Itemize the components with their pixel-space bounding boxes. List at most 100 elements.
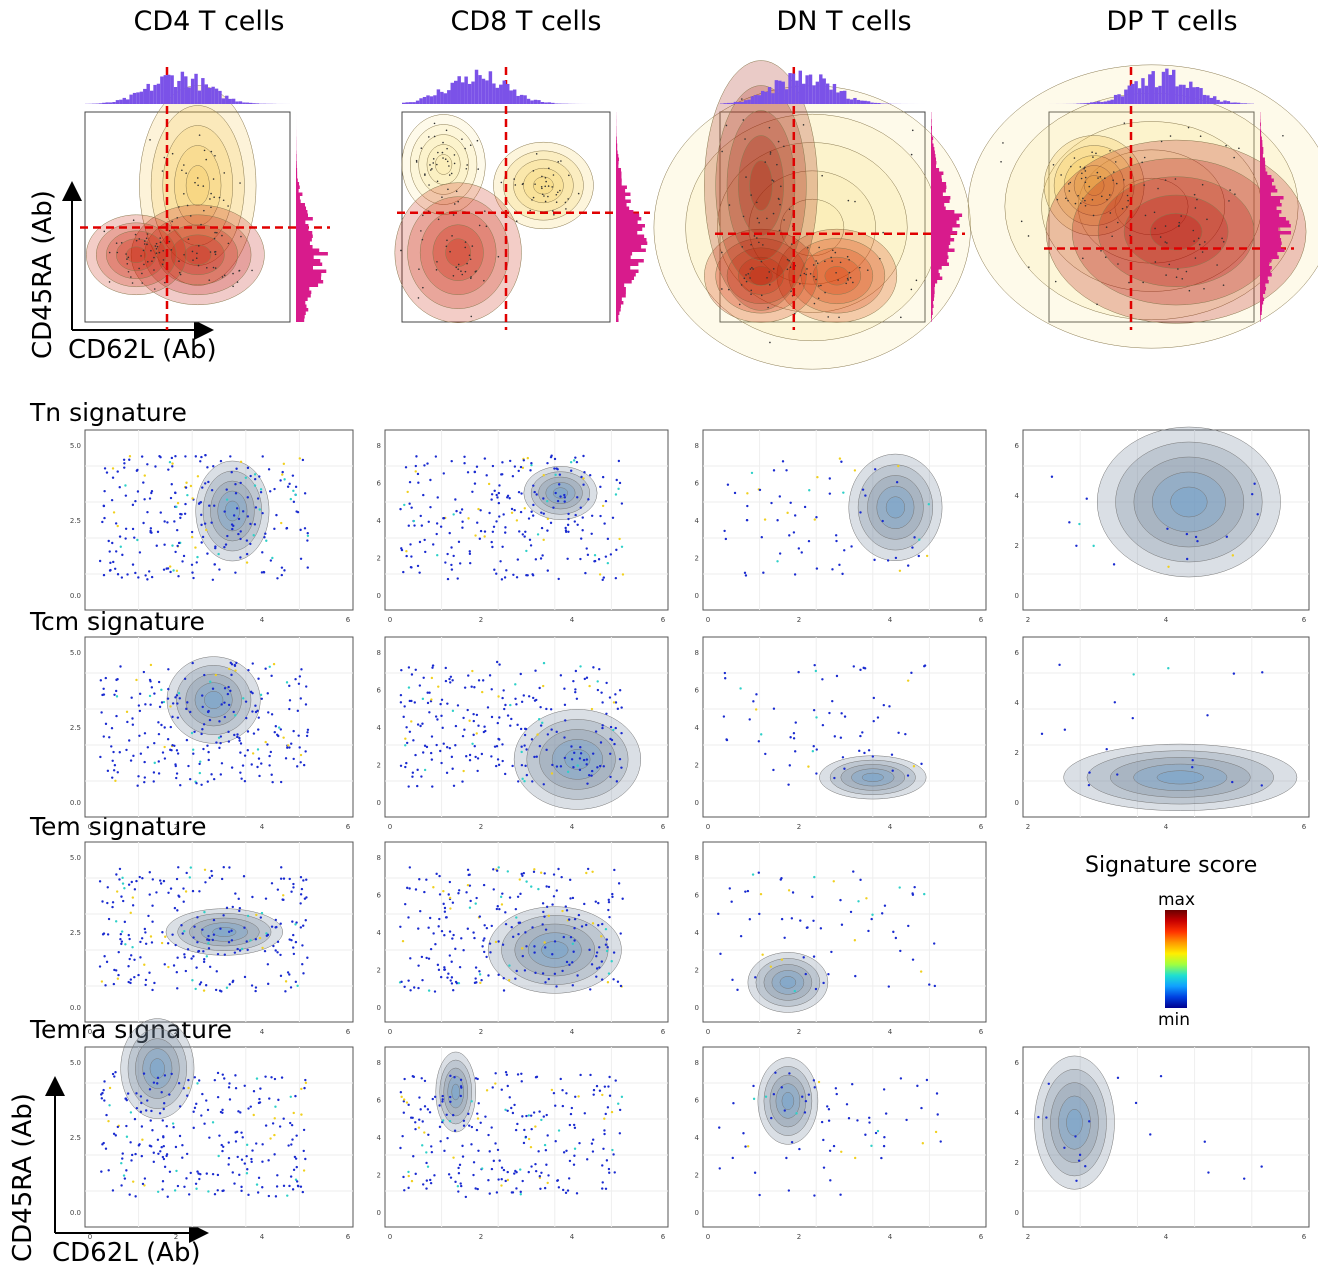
x-histogram-bar — [733, 101, 738, 104]
cell-point — [186, 493, 189, 497]
flow-panel-1 — [394, 67, 650, 330]
y-tick-label: 4 — [695, 517, 700, 525]
cell-point — [169, 725, 172, 729]
cell-point — [505, 1073, 509, 1076]
x-histogram-bar — [1192, 87, 1196, 104]
cell-point — [586, 782, 589, 785]
cell-point — [132, 754, 135, 758]
signature-contour — [763, 1066, 813, 1136]
cell-point — [614, 576, 618, 580]
cell-point — [423, 464, 426, 467]
cell-point — [448, 165, 450, 167]
y-tick-label: 6 — [377, 480, 382, 488]
cell-point — [420, 524, 424, 527]
y-histogram-bar — [931, 245, 949, 249]
cell-point — [721, 251, 723, 254]
cell-point — [267, 1194, 271, 1198]
cell-point — [504, 922, 508, 926]
cell-point — [208, 965, 212, 969]
cell-point — [1069, 181, 1072, 184]
cell-point — [516, 1073, 520, 1076]
cell-point — [425, 745, 429, 749]
cell-point — [124, 527, 128, 530]
cell-point — [895, 481, 899, 484]
cell-point — [732, 1102, 735, 1105]
cell-point — [543, 1143, 547, 1147]
x-histogram-bar — [211, 86, 215, 104]
y-histogram-bar — [296, 280, 324, 284]
cell-point — [1077, 1159, 1081, 1162]
y-tick-label: 8 — [695, 1059, 699, 1067]
cell-point — [245, 539, 249, 542]
cell-point — [533, 699, 537, 702]
cell-point — [766, 217, 768, 220]
cell-point — [280, 1076, 284, 1079]
cell-point — [441, 196, 443, 198]
cell-point — [214, 231, 216, 234]
signature-contour — [202, 470, 262, 552]
cell-point — [230, 939, 234, 942]
cell-point — [183, 164, 185, 166]
cell-point — [117, 950, 120, 954]
cell-point — [586, 553, 590, 557]
cell-point — [457, 200, 459, 203]
cell-point — [555, 193, 558, 196]
cell-point — [269, 490, 272, 493]
cell-point — [457, 1166, 460, 1170]
y-histogram-bar — [616, 245, 642, 249]
cell-point — [161, 931, 164, 934]
x-tick-label: 4 — [570, 1233, 575, 1241]
cell-point — [1052, 163, 1055, 166]
cell-point — [457, 981, 461, 985]
cell-point — [544, 185, 547, 188]
cell-point — [555, 730, 558, 734]
y-tick-label: 5.0 — [70, 854, 81, 862]
cell-point — [212, 918, 216, 922]
cell-point — [838, 316, 840, 319]
cell-point — [750, 243, 752, 246]
cell-point — [157, 680, 161, 684]
cell-point — [552, 895, 556, 898]
cell-point — [267, 1159, 270, 1162]
y-histogram-bar — [1260, 217, 1286, 221]
density-contour — [401, 114, 486, 215]
cell-point — [600, 935, 603, 938]
cell-point — [480, 690, 484, 694]
cell-point — [789, 266, 792, 269]
cell-point — [213, 196, 215, 199]
cell-point — [754, 708, 758, 711]
cell-point — [1185, 532, 1189, 536]
cell-point — [153, 692, 156, 695]
cell-point — [138, 238, 141, 240]
cell-point — [120, 940, 124, 943]
cell-point — [421, 238, 424, 241]
cell-point — [437, 925, 440, 928]
cell-point — [582, 758, 586, 762]
cell-point — [159, 237, 162, 239]
y-histogram-bar — [616, 318, 619, 322]
cell-point — [572, 459, 576, 462]
cell-point — [524, 530, 527, 534]
cell-point — [524, 1135, 528, 1139]
x-histogram-bar — [231, 98, 236, 104]
x-tick-label: 2 — [479, 616, 483, 624]
cell-point — [184, 486, 188, 489]
cell-point — [514, 683, 517, 686]
x-tick-label: 6 — [346, 1233, 351, 1241]
cell-point — [124, 537, 127, 540]
cell-point — [190, 530, 194, 534]
cell-point — [514, 977, 517, 980]
cell-point — [174, 454, 177, 458]
cell-point — [516, 723, 519, 727]
cell-point — [188, 777, 192, 781]
cell-point — [126, 258, 128, 260]
cell-point — [508, 1096, 511, 1099]
cell-point — [422, 1183, 425, 1186]
density-contour — [523, 167, 564, 204]
cell-point — [521, 947, 524, 950]
cell-point — [134, 233, 137, 236]
y-tick-label: 8 — [377, 1059, 381, 1067]
cell-point — [112, 769, 116, 772]
x-histogram-bar — [791, 73, 796, 104]
